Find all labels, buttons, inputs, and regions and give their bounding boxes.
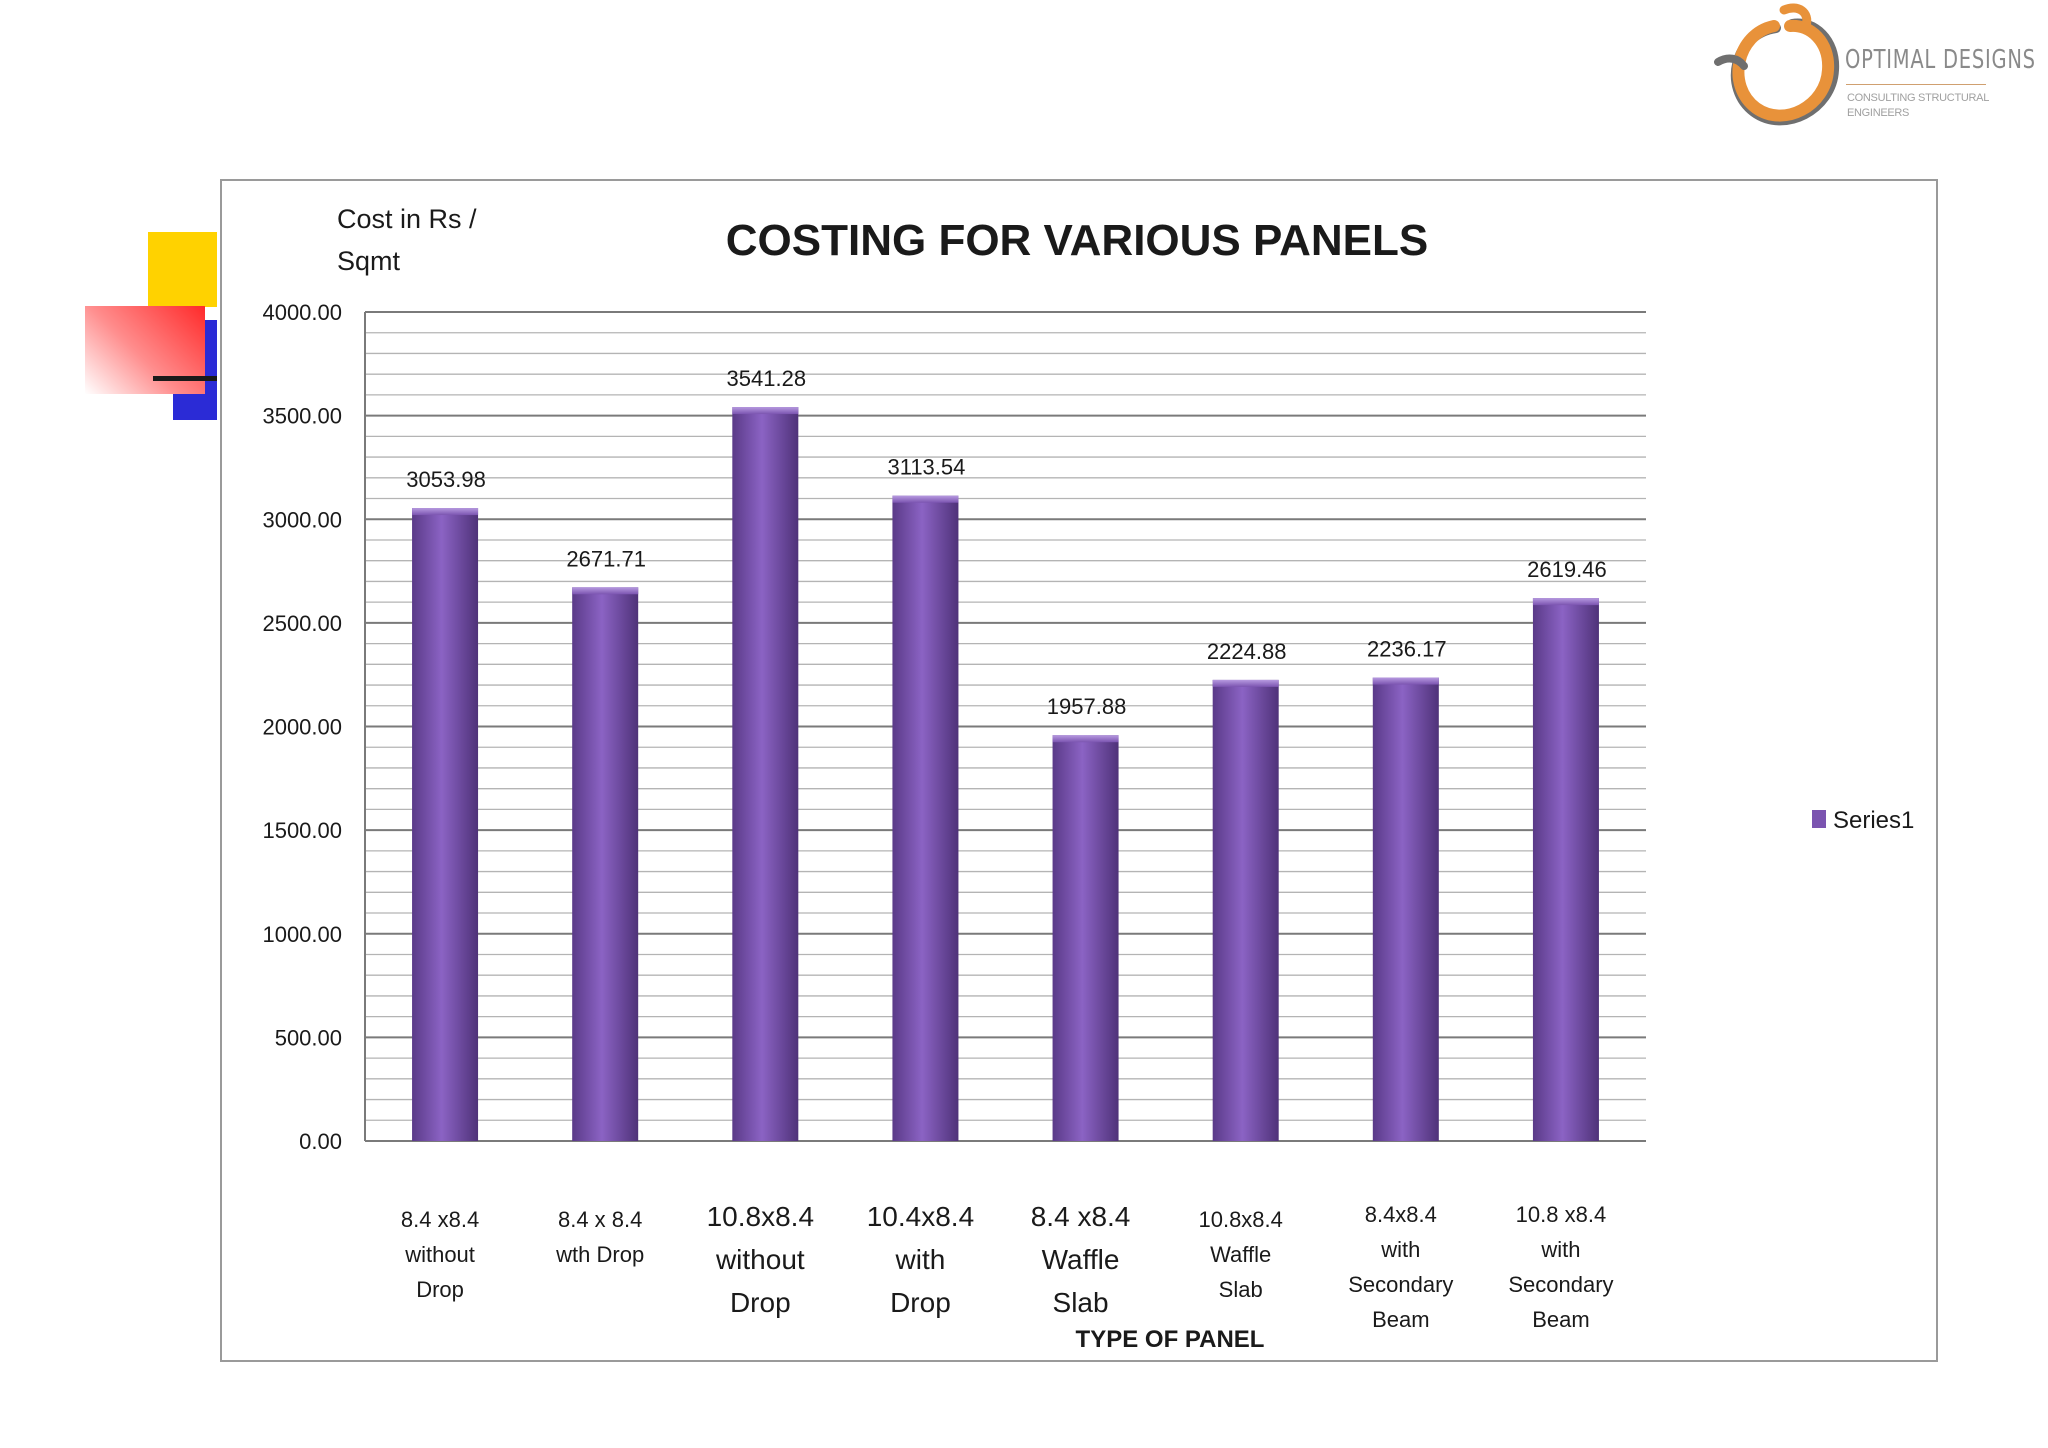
x-tick-label-line: Slab <box>1219 1277 1263 1302</box>
x-axis-label: TYPE OF PANEL <box>1076 1326 1265 1353</box>
bar-cap <box>732 407 799 415</box>
bars <box>412 407 1599 1142</box>
x-tick-label-line: Beam <box>1532 1307 1589 1332</box>
x-axis-categories: 8.4 x8.4 without Drop 8.4 x 8.4 wth Drop 10.8… <box>401 1201 1614 1332</box>
x-tick-label-line: 10.8x8.4 <box>1198 1207 1282 1232</box>
y-axis-ticks: 0.00 500.00 1000.00 1500.00 2000.00 2500.00 30… <box>262 300 342 1154</box>
y-tick-label: 0.00 <box>299 1129 342 1154</box>
bar-cap <box>1212 679 1279 687</box>
bar-body <box>412 508 479 1142</box>
x-tick-label-line: Secondary <box>1348 1272 1453 1297</box>
decorative-black-line <box>153 376 217 381</box>
chart-title: COSTING FOR VARIOUS PANELS <box>726 216 1428 265</box>
bar-body <box>1052 735 1119 1141</box>
x-tick-label-line: 10.8 x8.4 <box>1516 1202 1607 1227</box>
bar-cap <box>892 495 959 503</box>
y-tick-label: 4000.00 <box>262 300 342 325</box>
x-tick-label: 8.4 x 8.4 wth Drop <box>555 1207 644 1267</box>
y-tick-label: 500.00 <box>275 1025 342 1050</box>
x-tick-label-line: Slab <box>1053 1287 1109 1318</box>
y-tick-label: 2500.00 <box>262 611 342 636</box>
x-tick-label: 10.8x8.4 Waffle Slab <box>1198 1207 1282 1302</box>
x-tick-label: 10.8 x8.4 with Secondary Beam <box>1508 1202 1613 1332</box>
bar-cap <box>1532 598 1599 606</box>
x-tick-label-line: Drop <box>730 1287 791 1318</box>
optimal-designs-logo <box>1714 3 1840 126</box>
bar-body <box>892 495 959 1141</box>
bar-cap <box>1372 677 1439 685</box>
x-tick-label-line: Beam <box>1372 1307 1429 1332</box>
bar <box>572 587 639 1141</box>
gridlines <box>364 311 1646 1142</box>
logo-divider <box>1846 84 1986 85</box>
bar-data-label: 3541.28 <box>727 366 807 391</box>
y-axis-label-line-1: Cost in Rs / <box>337 204 477 234</box>
x-tick-label: 8.4x8.4 with Secondary Beam <box>1348 1202 1453 1332</box>
x-tick-label: 8.4 x8.4 without Drop <box>401 1207 479 1302</box>
x-tick-label: 8.4 x8.4 Waffle Slab <box>1031 1201 1131 1318</box>
bar <box>1212 679 1279 1141</box>
bar-data-label: 2619.46 <box>1527 557 1607 582</box>
x-tick-label-line: Drop <box>416 1277 464 1302</box>
x-tick-label-line: with <box>1380 1237 1420 1262</box>
x-tick-label-line: Waffle <box>1042 1244 1120 1275</box>
logo-subtitle: CONSULTING STRUCTURAL ENGINEERS <box>1847 92 1989 119</box>
data-labels: 3053.98 2671.71 3541.28 3113.54 1957.88 2224.… <box>406 366 1606 719</box>
x-tick-label-line: 10.4x8.4 <box>867 1201 974 1232</box>
bar-data-label: 3113.54 <box>887 455 965 480</box>
x-tick-label-line: Secondary <box>1508 1272 1613 1297</box>
x-tick-label-line: 8.4 x8.4 <box>401 1207 479 1232</box>
bar-cap <box>1052 735 1119 743</box>
x-tick-label-line: 8.4 x8.4 <box>1031 1201 1131 1232</box>
x-tick-label: 10.4x8.4 with Drop <box>867 1201 974 1318</box>
decorative-yellow-block <box>148 232 217 307</box>
y-tick-label: 1500.00 <box>262 818 342 843</box>
legend-swatch <box>1812 810 1826 828</box>
bar-data-label: 1957.88 <box>1047 694 1127 719</box>
bar-chart: COSTING FOR VARIOUS PANELS Cost in Rs / … <box>262 204 1914 1353</box>
y-axis-label-line-2: Sqmt <box>337 246 401 276</box>
x-tick-label-line: Drop <box>890 1287 951 1318</box>
legend-series-name: Series1 <box>1833 807 1914 834</box>
bar-body <box>1212 679 1279 1141</box>
x-tick-label-line: 10.8x8.4 <box>707 1201 814 1232</box>
bar <box>1532 598 1599 1141</box>
x-tick-label-line: without <box>404 1242 475 1267</box>
bar-body <box>1532 598 1599 1141</box>
logo-title: OPTIMAL DESIGNS <box>1845 45 2036 75</box>
bar-data-label: 2671.71 <box>566 546 646 571</box>
y-tick-label: 3000.00 <box>262 507 342 532</box>
bar <box>892 495 959 1141</box>
bar-cap <box>572 587 639 595</box>
x-tick-label-line: 8.4x8.4 <box>1365 1202 1437 1227</box>
x-tick-label-line: wth Drop <box>555 1242 644 1267</box>
bar <box>1052 735 1119 1141</box>
y-tick-label: 2000.00 <box>262 715 342 740</box>
y-tick-label: 3500.00 <box>262 404 342 429</box>
x-tick-label-line: without <box>715 1244 805 1275</box>
bar <box>1372 677 1439 1141</box>
bar <box>732 407 799 1141</box>
bar-cap <box>412 508 479 516</box>
bar-body <box>732 407 799 1141</box>
bar-data-label: 3053.98 <box>406 467 486 492</box>
x-tick-label-line: 8.4 x 8.4 <box>558 1207 642 1232</box>
x-tick-label-line: with <box>895 1244 946 1275</box>
bar-data-label: 2224.88 <box>1207 639 1287 664</box>
logo-ring-icon <box>1714 3 1840 126</box>
bar-data-label: 2236.17 <box>1367 637 1447 662</box>
legend: Series1 <box>1812 807 1914 834</box>
y-tick-label: 1000.00 <box>262 922 342 947</box>
bar <box>412 508 479 1142</box>
bar-body <box>1372 677 1439 1141</box>
x-tick-label: 10.8x8.4 without Drop <box>707 1201 814 1318</box>
bar-body <box>572 587 639 1141</box>
x-tick-label-line: Waffle <box>1210 1242 1271 1267</box>
x-tick-label-line: with <box>1540 1237 1580 1262</box>
